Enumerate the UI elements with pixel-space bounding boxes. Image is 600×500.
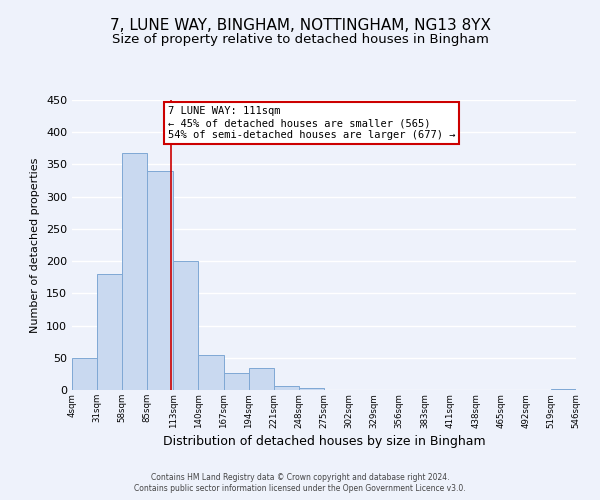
Y-axis label: Number of detached properties: Number of detached properties xyxy=(31,158,40,332)
Text: 7 LUNE WAY: 111sqm
← 45% of detached houses are smaller (565)
54% of semi-detach: 7 LUNE WAY: 111sqm ← 45% of detached hou… xyxy=(168,106,455,140)
Text: Contains HM Land Registry data © Crown copyright and database right 2024.: Contains HM Land Registry data © Crown c… xyxy=(151,472,449,482)
Text: Contains public sector information licensed under the Open Government Licence v3: Contains public sector information licen… xyxy=(134,484,466,493)
Text: Size of property relative to detached houses in Bingham: Size of property relative to detached ho… xyxy=(112,32,488,46)
Bar xyxy=(248,368,274,390)
Bar xyxy=(122,153,148,390)
Bar xyxy=(224,373,248,390)
Bar xyxy=(148,171,173,390)
Bar xyxy=(173,261,199,390)
Bar xyxy=(199,355,224,390)
X-axis label: Distribution of detached houses by size in Bingham: Distribution of detached houses by size … xyxy=(163,434,485,448)
Text: 7, LUNE WAY, BINGHAM, NOTTINGHAM, NG13 8YX: 7, LUNE WAY, BINGHAM, NOTTINGHAM, NG13 8… xyxy=(110,18,491,32)
Bar xyxy=(97,274,122,390)
Bar xyxy=(299,388,324,390)
Bar xyxy=(72,358,97,390)
Bar xyxy=(274,386,299,390)
